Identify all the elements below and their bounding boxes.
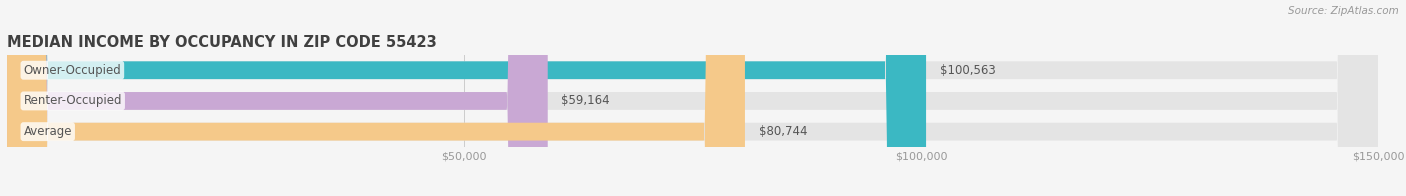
Text: $80,744: $80,744: [759, 125, 807, 138]
Text: Source: ZipAtlas.com: Source: ZipAtlas.com: [1288, 6, 1399, 16]
FancyBboxPatch shape: [7, 0, 1378, 196]
Text: MEDIAN INCOME BY OCCUPANCY IN ZIP CODE 55423: MEDIAN INCOME BY OCCUPANCY IN ZIP CODE 5…: [7, 34, 437, 50]
Text: $100,563: $100,563: [939, 64, 995, 77]
Text: Owner-Occupied: Owner-Occupied: [24, 64, 121, 77]
FancyBboxPatch shape: [7, 0, 1378, 196]
Text: Renter-Occupied: Renter-Occupied: [24, 94, 122, 107]
Text: Average: Average: [24, 125, 72, 138]
FancyBboxPatch shape: [7, 0, 927, 196]
FancyBboxPatch shape: [7, 0, 548, 196]
FancyBboxPatch shape: [7, 0, 745, 196]
Text: $59,164: $59,164: [561, 94, 610, 107]
FancyBboxPatch shape: [7, 0, 1378, 196]
